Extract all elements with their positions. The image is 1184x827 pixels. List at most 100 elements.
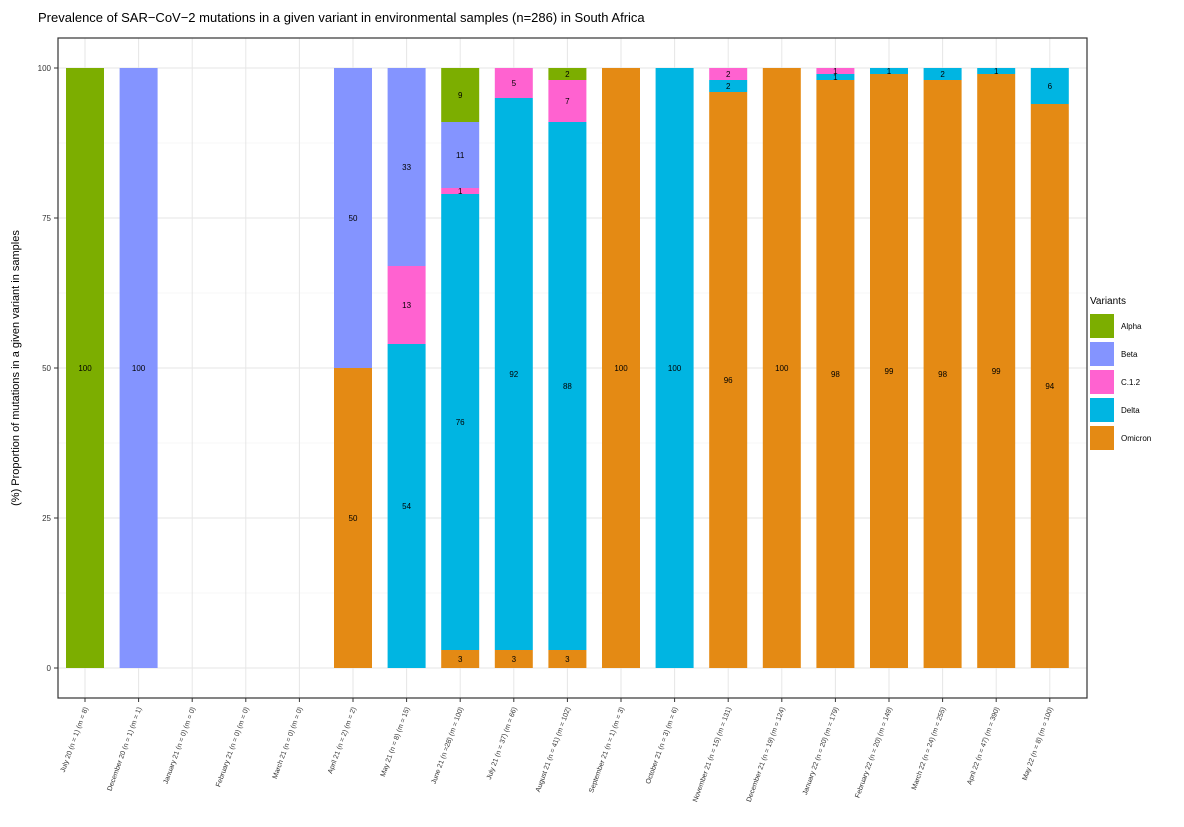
bar-segment-beta: [387, 68, 426, 266]
legend: Variants Alpha Beta C.1.2 Delta Omicron: [1090, 296, 1151, 450]
bar-value-label: 100: [614, 364, 628, 373]
y-axis-label: (%) Proportion of mutations in a given v…: [10, 230, 22, 506]
bar-segment-omicron: [334, 368, 372, 668]
bar-segment-beta: [334, 68, 372, 368]
bar-segment-delta: [870, 68, 908, 74]
bar-segment-delta: [923, 68, 962, 80]
bar-segment-alpha: [66, 68, 104, 668]
bar-value-label: 7: [565, 97, 570, 106]
bar-value-label: 92: [509, 370, 518, 379]
bar-value-label: 1: [887, 67, 892, 76]
x-tick-label: December 21 (n = 19) (m = 124): [746, 706, 787, 803]
bar-value-label: 100: [775, 364, 789, 373]
bar-segment-beta: [119, 68, 158, 668]
legend-label: Alpha: [1121, 322, 1142, 331]
bar-value-label: 3: [458, 655, 463, 664]
legend-swatch-c12: [1090, 370, 1114, 394]
chart-title: Prevalence of SAR−CoV−2 mutations in a g…: [38, 10, 645, 25]
bar-value-label: 99: [885, 367, 894, 376]
bar-segment-beta: [441, 122, 480, 188]
x-tick-label: February 22 (n = 20) (m = 149): [854, 706, 893, 799]
bar-value-label: 33: [402, 163, 411, 172]
y-tick-label: 100: [38, 64, 52, 73]
bar-segment-delta: [1030, 68, 1069, 104]
bar-segment-omicron: [977, 74, 1016, 668]
x-tick-label: September 21 (n = 1) (m = 3): [588, 706, 626, 794]
bar-value-label: 3: [512, 655, 517, 664]
bar-value-label: 2: [726, 82, 731, 91]
x-tick-label: May 21 (n = 8) (m = 15): [380, 706, 412, 777]
bar-value-label: 94: [1045, 382, 1054, 391]
bar-value-label: 1: [833, 67, 838, 76]
bar-value-label: 13: [402, 301, 411, 310]
bar-segment-omicron: [602, 68, 640, 668]
bar-value-label: 5: [512, 79, 517, 88]
bar-segment-omicron: [548, 650, 587, 668]
x-tick-label: May 22 (n = 8) (m = 100): [1022, 706, 1055, 781]
bar-segment-omicron: [816, 80, 855, 668]
x-tick-label: March 21 (n = 0) (m = 0): [272, 706, 305, 780]
bar-segment-alpha: [441, 68, 480, 122]
x-tick-label: July 20 (n = 1) (m = 8): [60, 706, 90, 773]
bar-segment-omicron: [870, 74, 908, 668]
bar-value-label: 98: [831, 370, 840, 379]
x-tick-label: November 21 (n = 15) (m = 131): [692, 706, 733, 803]
bar-value-label: 54: [402, 502, 411, 511]
legend-swatch-beta: [1090, 342, 1114, 366]
legend-swatch-delta: [1090, 398, 1114, 422]
x-tick-label: April 21 (n = 2) (m = 2): [327, 706, 358, 775]
bar-segment-c12: [816, 68, 855, 74]
x-tick-label: January 22 (n = 20) (m = 179): [802, 706, 840, 796]
bar-segment-delta: [494, 98, 533, 650]
bar-value-label: 2: [565, 70, 570, 79]
bar-segment-alpha: [548, 68, 587, 80]
x-tick-label: January 21 (n = 0) (m = 0): [163, 706, 197, 785]
bar-value-label: 100: [668, 364, 682, 373]
bar-value-label: 50: [349, 214, 358, 223]
bar-value-label: 6: [1048, 82, 1053, 91]
bar-value-label: 1: [833, 73, 838, 82]
bar-value-label: 96: [724, 376, 733, 385]
bar-value-label: 99: [992, 367, 1001, 376]
bar-value-label: 100: [78, 364, 92, 373]
bar-segment-delta: [816, 74, 855, 80]
x-tick-label: December 20 (n = 1) (m = 1): [107, 706, 144, 792]
y-tick-label: 50: [42, 364, 51, 373]
bar-segment-omicron: [1030, 104, 1069, 668]
bar-value-label: 2: [726, 70, 731, 79]
legend-label: Beta: [1121, 350, 1138, 359]
x-tick-label: June 21 (n =28) (m = 100): [431, 706, 465, 785]
bar-value-label: 1: [994, 67, 999, 76]
bar-segment-delta: [655, 68, 694, 668]
bar-value-label: 2: [940, 70, 945, 79]
bar-value-label: 1: [458, 187, 463, 196]
bar-segment-omicron: [494, 650, 533, 668]
bar-segment-c12: [441, 188, 480, 194]
bar-value-label: 11: [456, 151, 465, 160]
bar-segment-c12: [494, 68, 533, 98]
bar-value-label: 3: [565, 655, 570, 664]
legend-label: Delta: [1121, 406, 1140, 415]
x-tick-label: February 21 (n = 0) (m = 0): [215, 706, 250, 788]
x-tick-label: July 21 (n = 37) (m = 66): [486, 706, 519, 780]
y-tick-label: 0: [47, 664, 52, 673]
bar-segment-omicron: [441, 650, 480, 668]
bar-value-label: 98: [938, 370, 947, 379]
x-tick-label: October 21 (n = 3) (m = 6): [645, 706, 679, 785]
y-tick-label: 25: [42, 514, 51, 523]
legend-swatch-omicron: [1090, 426, 1114, 450]
bar-segment-omicron: [762, 68, 801, 668]
legend-title: Variants: [1090, 296, 1126, 307]
bar-segment-delta: [441, 194, 480, 650]
bar-segment-delta: [709, 80, 748, 92]
bars-layer: [66, 68, 1069, 668]
y-tick-label: 75: [42, 214, 51, 223]
legend-label: C.1.2: [1121, 378, 1141, 387]
bar-value-label: 9: [458, 91, 463, 100]
bar-value-label: 76: [456, 418, 465, 427]
x-tick-label: March 22 (n = 24) (m = 255): [911, 706, 948, 791]
legend-label: Omicron: [1121, 434, 1151, 443]
legend-swatch-alpha: [1090, 314, 1114, 338]
